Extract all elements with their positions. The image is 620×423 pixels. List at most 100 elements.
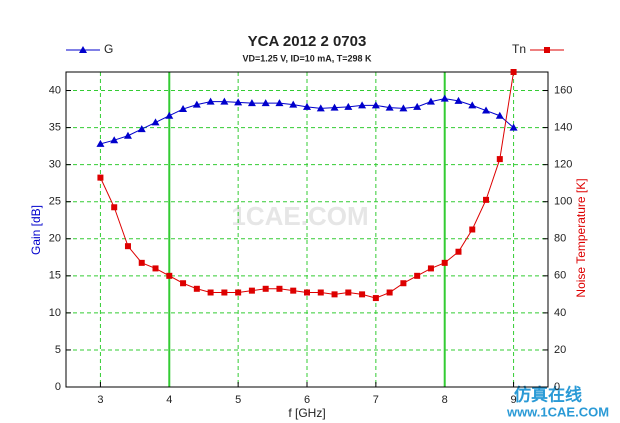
x-tick-label: 6 — [304, 394, 310, 406]
data-point — [426, 97, 435, 105]
y2-tick-label: 80 — [554, 233, 566, 245]
data-point — [496, 156, 503, 163]
data-point — [138, 259, 145, 266]
data-point — [330, 103, 339, 111]
data-point — [275, 99, 284, 107]
y-tick-label: 0 — [55, 381, 61, 393]
data-point — [207, 289, 214, 296]
data-point — [124, 243, 131, 250]
data-point — [166, 272, 173, 279]
chart-title: YCA 2012 2 0703 — [248, 33, 367, 50]
y2-tick-label: 100 — [554, 196, 572, 208]
data-point — [441, 259, 448, 266]
data-point — [344, 102, 353, 110]
corner-watermark: 仿真在线 — [514, 384, 582, 404]
data-point — [97, 174, 104, 181]
x-tick-label: 8 — [442, 394, 448, 406]
data-point — [221, 289, 228, 296]
data-point — [440, 94, 449, 102]
y-tick-label: 10 — [49, 307, 61, 319]
data-point — [386, 289, 393, 296]
data-point — [151, 118, 160, 126]
data-point — [469, 226, 476, 233]
data-point — [455, 248, 462, 255]
data-point — [400, 280, 407, 287]
x-tick-label: 7 — [373, 394, 379, 406]
data-point — [247, 99, 256, 107]
data-point — [206, 97, 215, 105]
watermark: 1CAE.COM — [231, 201, 368, 231]
data-point — [482, 106, 491, 114]
legend-label: Tn — [512, 42, 526, 56]
data-point — [345, 289, 352, 296]
y-tick-label: 5 — [55, 344, 61, 356]
y2-tick-label: 0 — [554, 381, 560, 393]
y2-axis-label: Noise Temperature [K] — [574, 178, 588, 297]
y-tick-label: 30 — [49, 159, 61, 171]
data-point — [290, 287, 297, 294]
data-point — [454, 96, 463, 104]
x-tick-label: 9 — [511, 394, 517, 406]
data-point — [303, 102, 311, 110]
data-point — [110, 136, 119, 144]
data-point — [304, 289, 310, 296]
x-tick-label: 4 — [166, 394, 172, 406]
y2-tick-label: 140 — [554, 121, 572, 133]
data-point — [165, 111, 174, 119]
legend-marker — [79, 46, 87, 53]
data-point — [192, 100, 201, 108]
data-point — [234, 98, 243, 106]
data-point — [358, 101, 367, 109]
data-point — [468, 101, 477, 109]
legend-label: G — [104, 42, 113, 56]
data-point — [413, 102, 422, 110]
x-axis-label: f [GHz] — [288, 406, 325, 420]
x-tick-label: 3 — [97, 394, 103, 406]
data-point — [220, 97, 229, 105]
chart-subtitle: VD=1.25 V, ID=10 mA, T=298 K — [243, 53, 372, 63]
data-point — [123, 131, 132, 139]
data-point — [289, 100, 298, 108]
y2-tick-label: 20 — [554, 344, 566, 356]
data-point — [317, 289, 324, 296]
y-axis-label: Gain [dB] — [29, 205, 43, 255]
data-point — [262, 285, 269, 292]
data-point — [359, 291, 366, 298]
y-tick-label: 20 — [49, 233, 61, 245]
corner-watermark: www.1CAE.COM — [506, 404, 609, 419]
x-tick-label: 5 — [235, 394, 241, 406]
data-point — [248, 287, 255, 294]
data-point — [261, 99, 270, 107]
plot-frame — [65, 71, 549, 388]
data-point — [152, 265, 159, 272]
legend-marker — [544, 47, 550, 53]
y2-tick-label: 60 — [554, 270, 566, 282]
data-point — [193, 285, 200, 292]
data-point — [509, 123, 518, 131]
data-point — [399, 104, 408, 112]
y2-tick-label: 160 — [554, 84, 572, 96]
data-point — [331, 291, 338, 298]
data-point — [414, 272, 421, 279]
data-point — [276, 285, 283, 292]
y-tick-label: 25 — [49, 196, 61, 208]
y2-tick-label: 40 — [554, 307, 566, 319]
data-point — [111, 204, 118, 211]
data-point — [372, 295, 379, 302]
data-point — [371, 101, 380, 109]
data-point — [427, 265, 434, 272]
data-point — [385, 103, 394, 111]
y2-tick-label: 120 — [554, 159, 572, 171]
data-point — [316, 104, 325, 112]
y-tick-label: 35 — [49, 121, 61, 133]
data-point — [180, 280, 187, 287]
y-tick-label: 15 — [49, 270, 61, 282]
data-point — [179, 105, 188, 113]
data-point — [235, 289, 242, 296]
data-point — [96, 139, 105, 147]
data-point — [495, 111, 504, 119]
data-point — [483, 196, 490, 203]
data-point — [137, 125, 146, 133]
y-tick-label: 40 — [49, 84, 61, 96]
